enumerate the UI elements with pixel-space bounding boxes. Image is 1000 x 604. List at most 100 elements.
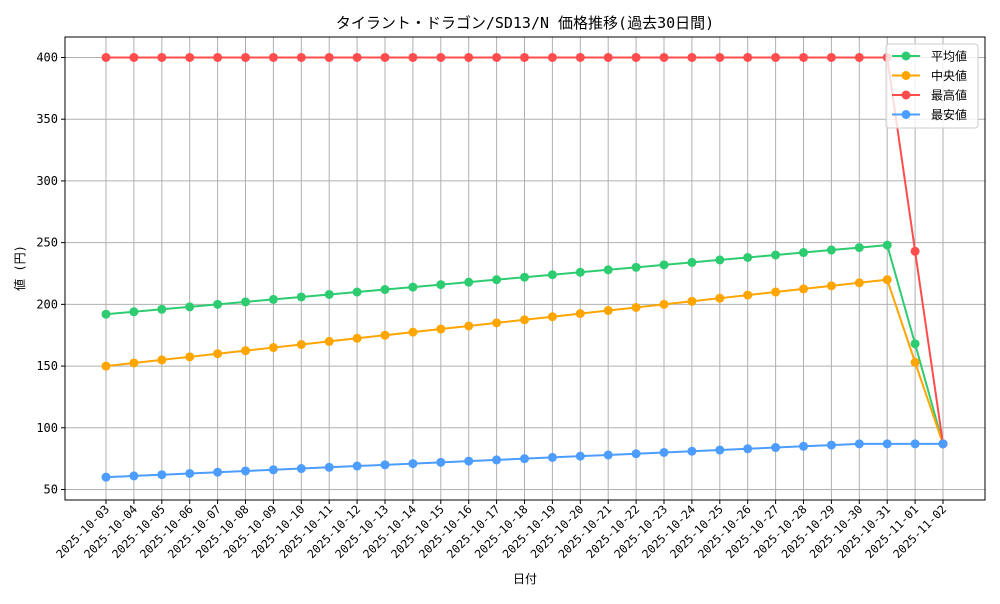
data-point xyxy=(268,465,278,475)
data-point xyxy=(296,464,306,474)
data-point xyxy=(241,466,250,476)
data-point xyxy=(408,52,418,62)
data-point xyxy=(380,285,390,295)
data-point xyxy=(380,460,390,470)
y-axis-label: 値 (円) xyxy=(12,245,27,291)
data-point xyxy=(687,296,697,306)
data-point xyxy=(464,456,474,466)
data-point xyxy=(799,248,808,258)
data-point xyxy=(687,257,697,267)
data-point xyxy=(799,52,808,62)
data-point xyxy=(296,52,306,62)
data-point xyxy=(687,52,697,62)
data-point xyxy=(771,443,781,453)
x-axis-label: 日付 xyxy=(513,572,537,586)
data-point xyxy=(324,462,334,472)
data-point xyxy=(603,52,613,62)
data-point xyxy=(352,333,362,343)
data-point xyxy=(157,52,167,62)
data-point xyxy=(743,252,753,262)
data-point xyxy=(854,243,864,253)
data-point xyxy=(296,339,306,349)
data-point xyxy=(520,272,529,282)
data-point xyxy=(213,349,223,359)
y-tick-label: 50 xyxy=(44,483,58,497)
legend-swatch-marker xyxy=(901,90,911,100)
data-point xyxy=(603,265,613,275)
data-point xyxy=(324,289,334,299)
data-point xyxy=(771,287,781,297)
data-point xyxy=(268,343,278,353)
chart-title: タイラント・ドラゴン/SD13/N 価格推移(過去30日間) xyxy=(336,14,714,32)
data-point xyxy=(799,441,808,451)
data-point xyxy=(352,461,362,471)
data-point xyxy=(854,278,864,288)
data-point xyxy=(938,439,948,449)
data-point xyxy=(436,280,446,290)
data-point xyxy=(575,309,585,319)
data-point xyxy=(826,245,836,255)
data-point xyxy=(910,439,920,449)
data-point xyxy=(436,52,446,62)
data-point xyxy=(129,52,139,62)
data-point xyxy=(882,275,892,285)
data-point xyxy=(882,439,892,449)
data-point xyxy=(185,52,195,62)
data-point xyxy=(101,309,111,319)
data-point xyxy=(241,346,250,356)
data-point xyxy=(603,306,613,316)
data-point xyxy=(268,52,278,62)
data-point xyxy=(241,297,250,307)
data-point xyxy=(492,455,502,465)
data-point xyxy=(631,302,641,312)
data-point xyxy=(352,287,362,297)
data-point xyxy=(157,355,167,365)
data-point xyxy=(101,52,111,62)
data-point xyxy=(603,450,613,460)
series-3 xyxy=(101,439,948,482)
y-tick-label: 300 xyxy=(36,174,58,188)
data-point xyxy=(826,52,836,62)
legend-box xyxy=(885,43,979,129)
data-point xyxy=(129,358,139,368)
data-point xyxy=(882,240,892,250)
series-2 xyxy=(101,52,948,449)
data-point xyxy=(492,52,502,62)
data-point xyxy=(910,339,920,349)
data-point xyxy=(101,472,111,482)
data-point xyxy=(324,52,334,62)
data-point xyxy=(520,315,529,325)
data-point xyxy=(910,357,920,367)
data-point xyxy=(464,277,474,287)
data-point xyxy=(659,260,669,270)
data-point xyxy=(129,471,139,481)
data-point xyxy=(575,267,585,277)
data-point xyxy=(213,299,223,309)
legend-label: 平均値 xyxy=(931,49,967,64)
data-point xyxy=(268,294,278,304)
data-point xyxy=(743,444,753,454)
data-point xyxy=(715,255,725,265)
data-point xyxy=(185,352,195,362)
data-point xyxy=(436,457,446,467)
y-tick-label: 350 xyxy=(36,112,58,126)
y-tick-label: 400 xyxy=(36,50,58,64)
data-point xyxy=(464,52,474,62)
data-point xyxy=(659,299,669,309)
data-point xyxy=(826,281,836,291)
data-point xyxy=(854,439,864,449)
data-point xyxy=(520,454,529,464)
data-point xyxy=(799,284,808,294)
data-point xyxy=(157,304,167,314)
data-point xyxy=(715,293,725,303)
data-point xyxy=(910,246,920,256)
data-point xyxy=(631,262,641,272)
data-point xyxy=(575,451,585,461)
data-point xyxy=(547,312,557,322)
data-point xyxy=(241,52,250,62)
data-point xyxy=(826,440,836,450)
data-point xyxy=(854,52,864,62)
data-point xyxy=(213,467,223,477)
y-tick-label: 200 xyxy=(36,297,58,311)
